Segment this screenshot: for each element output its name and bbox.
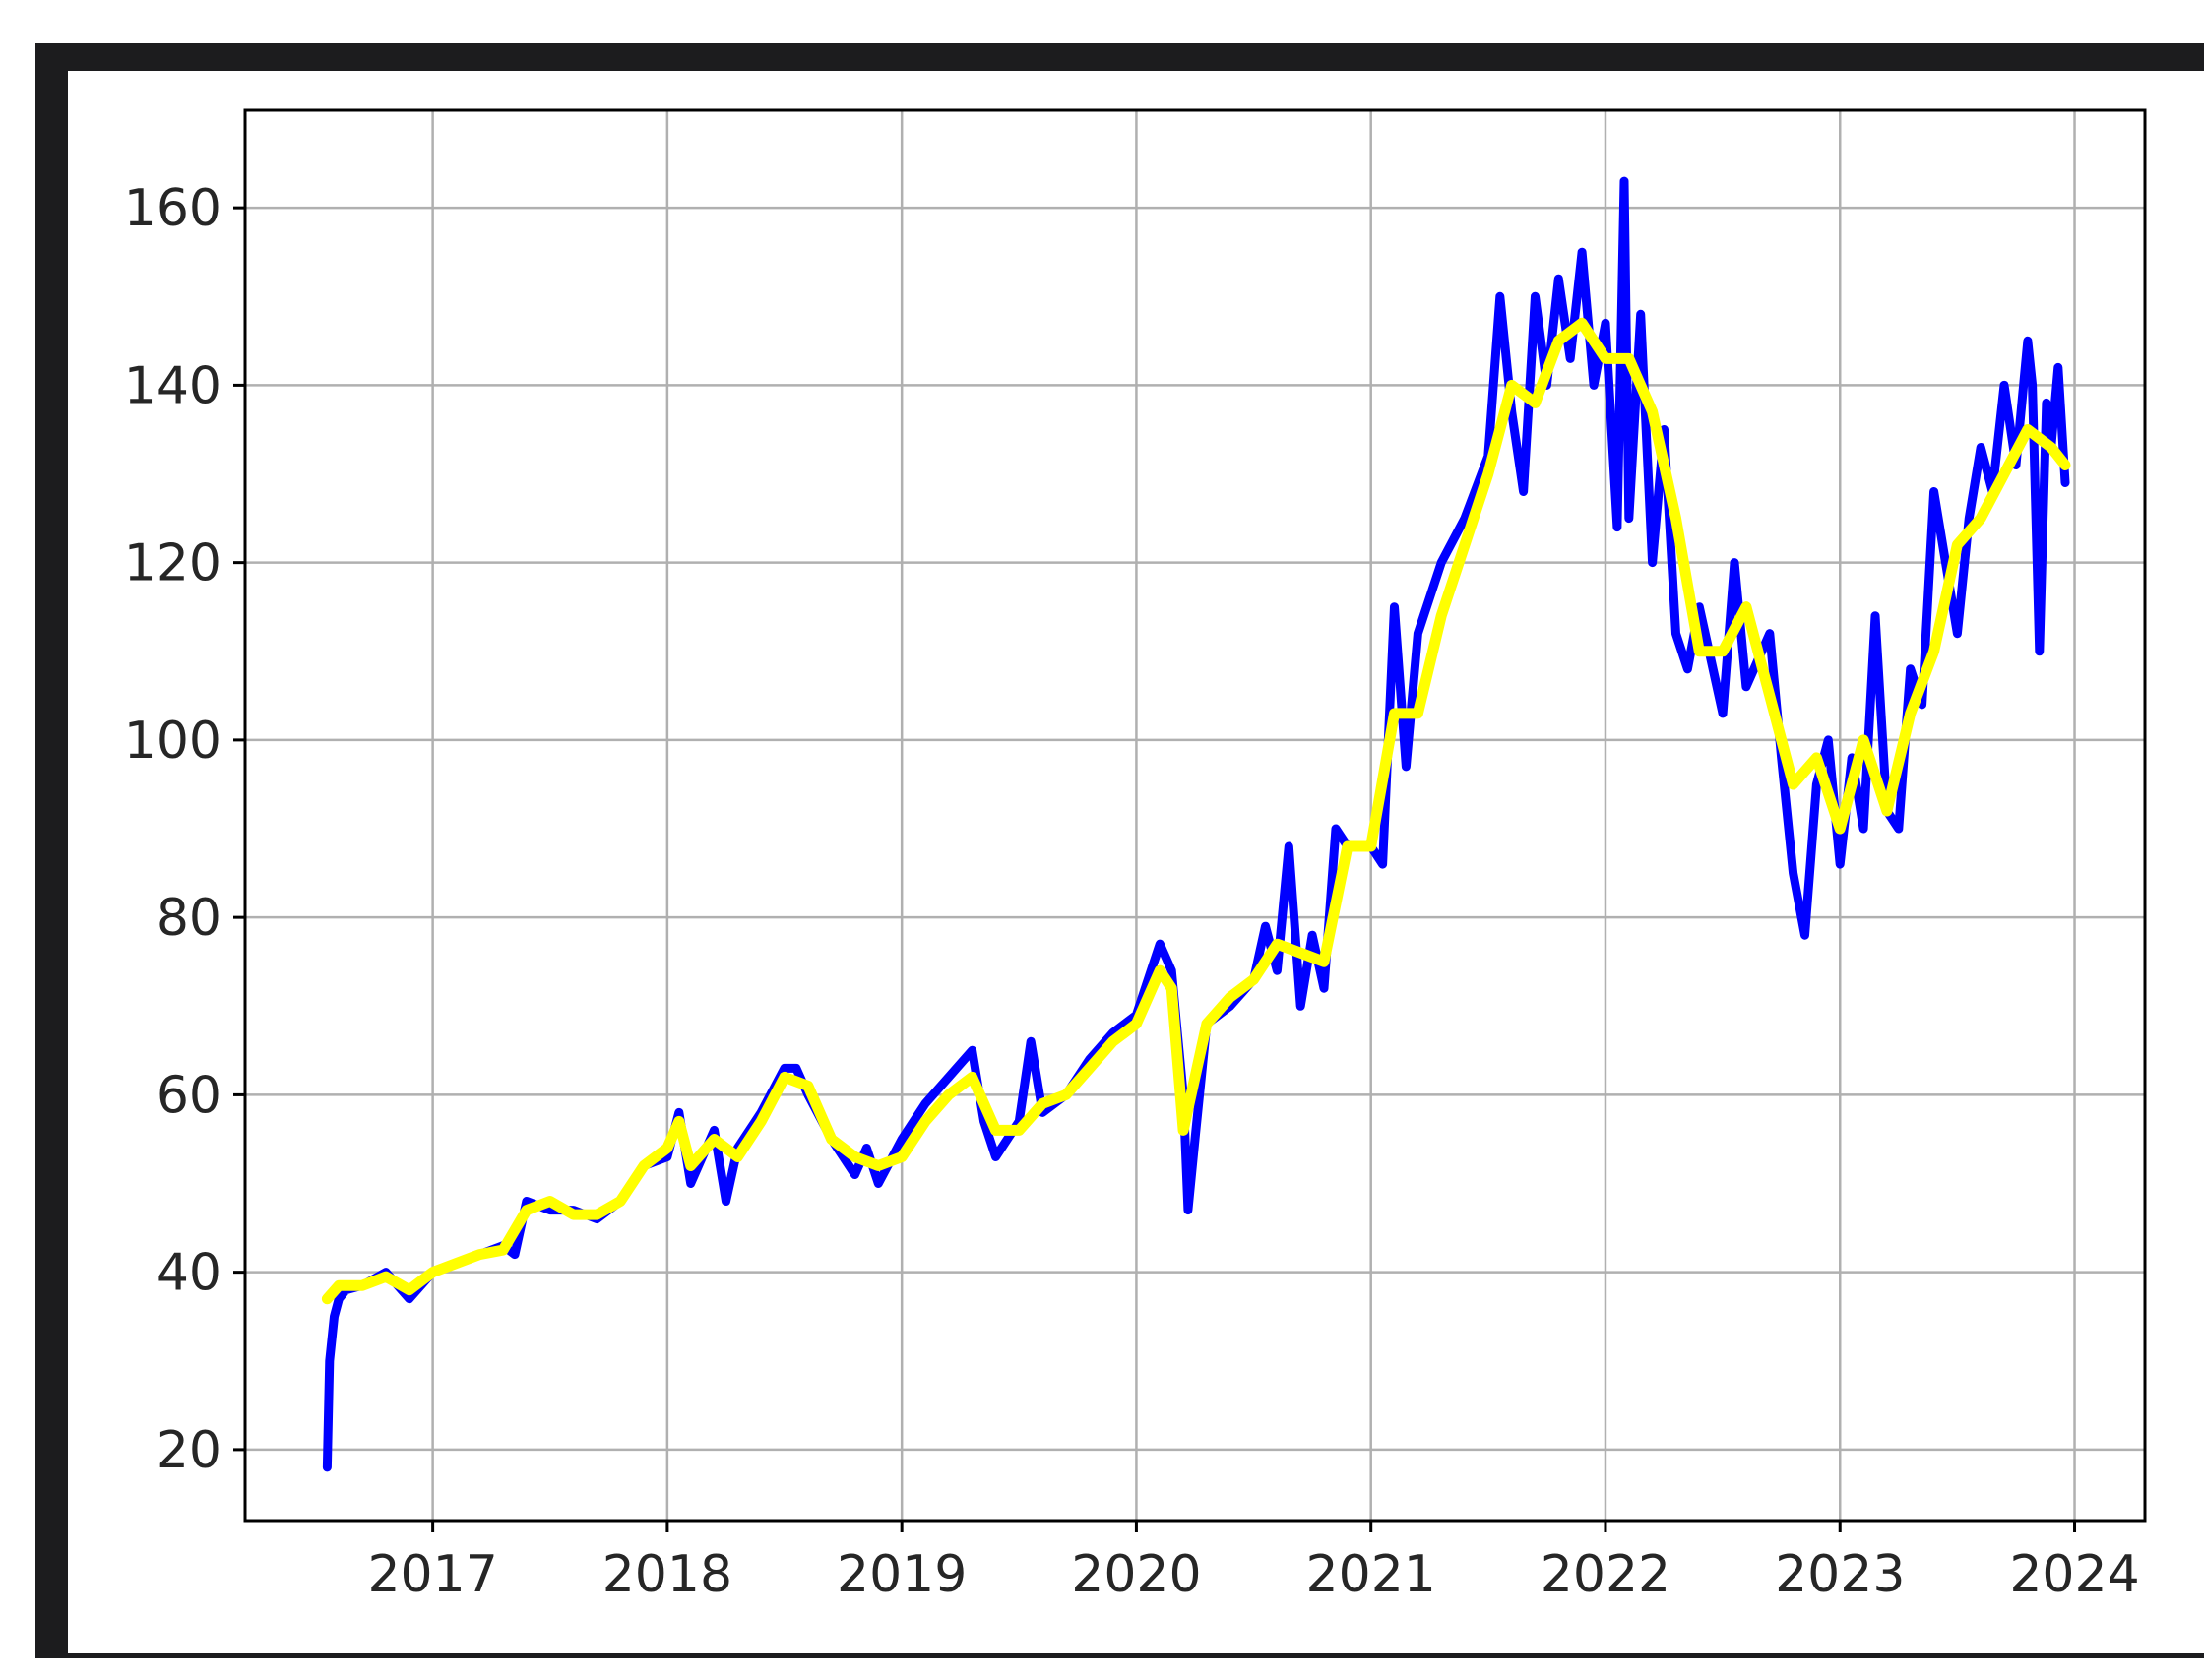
window-frame-top — [35, 43, 2204, 71]
y-tick-label-100: 100 — [124, 712, 221, 771]
x-tick-label-2019: 2019 — [837, 1545, 967, 1604]
plot-area-frame — [243, 108, 2147, 1523]
y-tick-label-140: 140 — [124, 356, 221, 415]
y-tick-label-60: 60 — [157, 1066, 221, 1125]
x-tick-label-2017: 2017 — [367, 1545, 497, 1604]
x-tick-label-2021: 2021 — [1306, 1545, 1436, 1604]
window-frame-bottom — [35, 1653, 2204, 1658]
line-chart: 20 40 60 80 100 120 140 160 2017 2018 2019 2020 2021… — [68, 71, 2204, 1653]
y-tick-label-120: 120 — [124, 534, 221, 593]
x-tick-label-2018: 2018 — [602, 1545, 732, 1604]
y-tick-label-40: 40 — [157, 1244, 221, 1303]
x-tick-label-2024: 2024 — [2009, 1545, 2139, 1604]
chart-svg: 20 40 60 80 100 120 140 160 2017 2018 2019 2020 2021… — [124, 108, 2147, 1604]
y-tick-label-160: 160 — [124, 179, 221, 238]
series-line-2 — [321, 317, 2071, 1305]
y-tick-label-80: 80 — [157, 889, 221, 948]
series-line-1 — [322, 176, 2070, 1472]
x-tick-label-2022: 2022 — [1541, 1545, 1670, 1604]
tick-labels: 20 40 60 80 100 120 140 160 2017 2018 2019 2020 2021… — [124, 179, 2140, 1604]
x-tick-label-2023: 2023 — [1775, 1545, 1905, 1604]
axis-ticks — [233, 206, 2077, 1532]
series-layer — [321, 176, 2071, 1472]
window-frame-left — [35, 43, 68, 1653]
y-tick-label-20: 20 — [157, 1421, 221, 1480]
x-tick-label-2020: 2020 — [1071, 1545, 1201, 1604]
